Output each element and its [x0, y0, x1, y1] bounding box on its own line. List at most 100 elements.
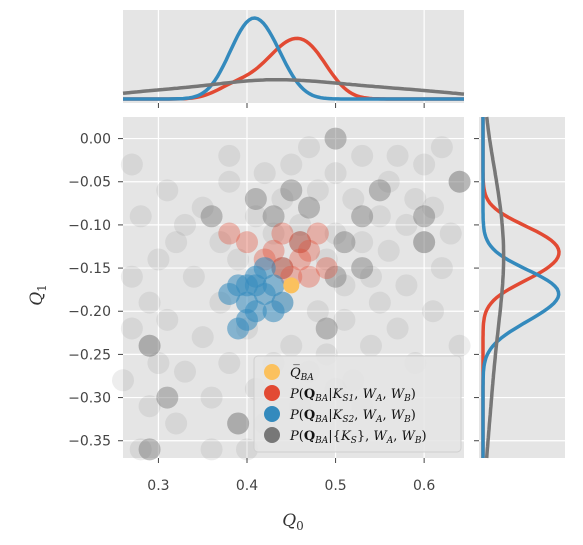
point-ks1-1: [236, 231, 258, 254]
point-all-63: [413, 231, 436, 254]
point-ks1-7: [289, 231, 312, 254]
point-all-53: [368, 205, 391, 228]
right-marginal-background: [479, 117, 565, 458]
point-all-44: [324, 222, 347, 245]
point-all_strong-9: [333, 231, 356, 254]
top-density-all: [122, 77, 465, 96]
y-tick-label-7: −0.35: [68, 434, 111, 450]
point-ks1-0: [218, 222, 241, 245]
top-marginal-panel: [122, 10, 465, 103]
point-ks1-10: [271, 222, 294, 245]
y-tick-label-5: −0.25: [68, 347, 111, 363]
point-all-43: [324, 162, 347, 185]
point-ks1-11: [298, 265, 320, 288]
point-all-6: [112, 369, 134, 392]
x-axis-ticks: 0.3 0.4 0.5 0.6: [147, 103, 435, 494]
legend-marker-mean: [264, 364, 280, 380]
point-all-24: [227, 248, 250, 271]
y-tick-label-6: −0.30: [68, 391, 111, 407]
right-marginal-panel: [479, 116, 565, 459]
point-all-32: [271, 188, 294, 211]
legend-marker-all: [264, 427, 280, 443]
point-all-64: [413, 153, 436, 176]
point-all-2: [120, 265, 143, 288]
point-all-1: [129, 205, 152, 228]
point-all-68: [430, 136, 453, 159]
point-ks1-8: [262, 239, 285, 262]
point-all_strong-16: [227, 412, 250, 435]
point-all-5: [138, 334, 161, 357]
point-all-57: [386, 317, 409, 340]
point-all-25: [236, 438, 258, 461]
legend-box: [253, 355, 462, 453]
point-all_strong-5: [289, 231, 312, 254]
point-all-29: [253, 162, 276, 185]
point-all-7: [138, 395, 161, 418]
point-all_strong-18: [413, 205, 436, 228]
y-tick-label-3: −0.15: [68, 261, 111, 277]
legend: Q̅BA P(QBA|KS1, WA, WB) P(QBA|KS2, WA, W…: [253, 355, 462, 453]
legend-label-all: P(QBA|{KS}, WA, WB): [289, 429, 427, 446]
point-all-28: [244, 205, 267, 228]
point-all_strong-7: [368, 179, 391, 202]
legend-entry-mean: Q̅BA: [264, 364, 314, 383]
point-all-30: [262, 222, 285, 245]
point-all-47: [342, 188, 365, 211]
point-all-16: [191, 196, 214, 219]
point-all-67: [430, 257, 453, 280]
x-tick-label-2: 0.5: [324, 478, 346, 494]
y-tick-label-0: 0.00: [80, 132, 111, 148]
point-all-15: [182, 265, 205, 288]
point-all-12: [156, 308, 179, 331]
legend-label-mean: Q̅BA: [290, 365, 314, 383]
point-all-8: [129, 438, 152, 461]
point-ks1-5: [298, 239, 320, 262]
point-all-70: [448, 170, 471, 193]
point-all-72: [174, 213, 196, 236]
point-all-50: [351, 144, 374, 167]
x-tick-label-0: 0.3: [147, 478, 169, 494]
point-all-59: [395, 213, 418, 236]
point-all-9: [147, 248, 170, 271]
point-all-61: [404, 188, 427, 211]
point-all-66: [422, 196, 444, 219]
point-ks2-12: [227, 317, 250, 340]
point-mean-0: [283, 277, 300, 294]
point-all-38: [298, 136, 320, 159]
point-all-23: [227, 412, 250, 435]
point-ks2-4: [262, 274, 285, 297]
y-tick-label-2: −0.10: [68, 218, 111, 234]
point-all-46: [333, 308, 356, 331]
right-density-all: [484, 116, 506, 459]
point-all-79: [218, 144, 241, 167]
point-all-69: [439, 222, 462, 245]
point-all-13: [174, 360, 196, 383]
point-all-34: [280, 153, 303, 176]
point-all-45: [333, 274, 356, 297]
point-all_strong-14: [156, 386, 179, 409]
x-axis-label: Q0: [282, 511, 304, 533]
y-tick-label-1: −0.05: [68, 175, 111, 191]
y-axis-label: Q1: [27, 284, 49, 306]
point-all-49: [351, 231, 374, 254]
y-tick-label-4: −0.20: [68, 304, 111, 320]
point-all-78: [147, 352, 170, 375]
point-ks2-8: [253, 257, 276, 280]
point-all-22: [218, 170, 241, 193]
point-all-56: [377, 239, 400, 262]
point-all-55: [377, 170, 400, 193]
point-all_strong-19: [413, 231, 436, 254]
point-ks2-9: [218, 282, 241, 305]
y-axis-ticks: 0.00 −0.05 −0.10 −0.15 −0.20 −0.25 −0.30 −0.35: [68, 132, 479, 450]
legend-marker-ks2: [264, 406, 280, 422]
point-all-73: [200, 438, 223, 461]
point-all_strong-2: [262, 205, 285, 228]
point-all_strong-3: [280, 179, 303, 202]
point-all-10: [156, 179, 179, 202]
point-all_strong-1: [244, 188, 267, 211]
point-all-71: [448, 334, 471, 357]
point-ks1-12: [289, 248, 312, 271]
top-density-ks2: [123, 16, 464, 101]
point-all_strong-13: [138, 334, 161, 357]
